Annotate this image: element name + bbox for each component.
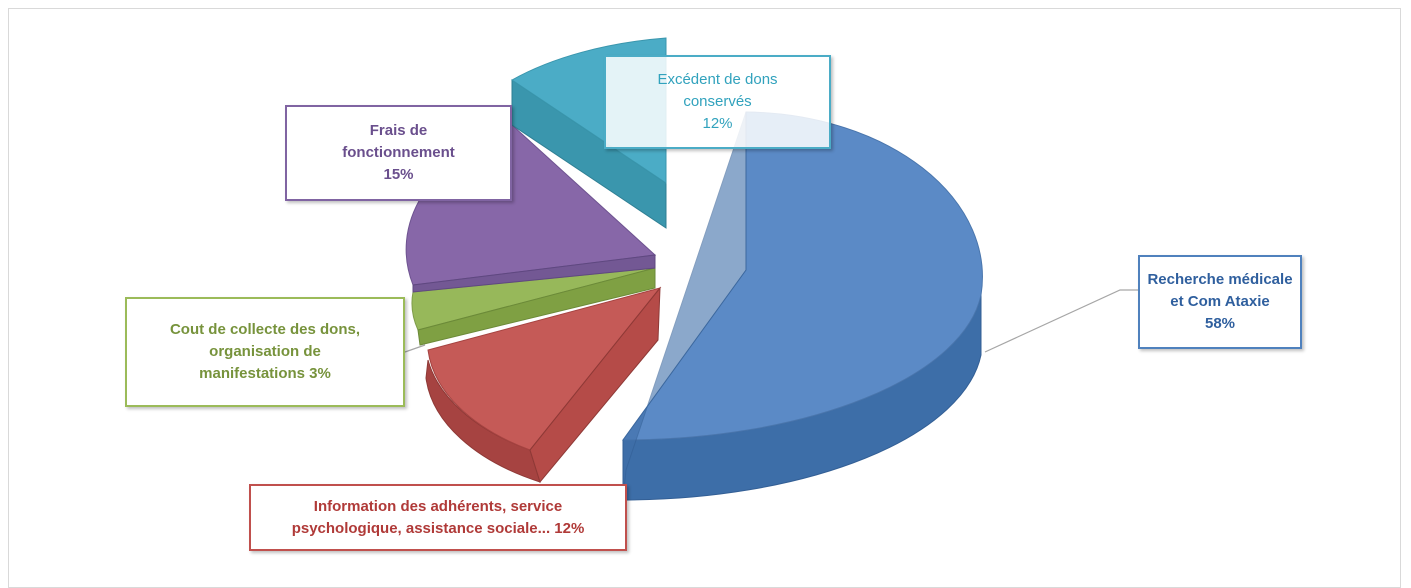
slice-information — [425, 286, 662, 484]
label-recherche-medicale: Recherche médicale et Com Ataxie 58% — [1138, 255, 1302, 349]
label-line: fonctionnement — [342, 144, 455, 161]
slice-top — [427, 287, 662, 451]
label-percent: 15% — [383, 166, 414, 183]
label-line: manifestations 3% — [199, 365, 331, 382]
label-line: Excédent de dons — [657, 71, 778, 88]
label-line: Recherche médicale — [1147, 271, 1293, 288]
label-information: Information des adhérents, service psych… — [249, 484, 627, 551]
label-cout-collecte: Cout de collecte des dons, organisation … — [125, 297, 405, 407]
label-frais-fonctionnement: Frais de fonctionnement 15% — [285, 105, 512, 201]
slice-recherche-medicale — [622, 111, 983, 501]
leader-line-cout — [404, 344, 426, 353]
label-line: Cout de collecte des dons, — [169, 321, 361, 338]
slice-side — [412, 254, 656, 293]
label-percent: 58% — [1204, 315, 1236, 332]
label-excedent: Excédent de dons conservés 12% — [604, 55, 831, 149]
label-percent: 12% — [702, 115, 733, 132]
slice-top — [622, 111, 983, 441]
label-line: psychologique, assistance sociale... 12% — [291, 519, 585, 537]
leader-line-recherche — [984, 289, 1138, 353]
label-line: Information des adhérents, service — [313, 497, 563, 515]
label-line: conservés — [683, 93, 752, 110]
label-line: et Com Ataxie — [1170, 293, 1270, 310]
label-line: organisation de — [209, 343, 321, 360]
slice-side — [417, 267, 656, 346]
label-line: Frais de — [369, 122, 428, 139]
slice-cut-face — [622, 111, 747, 501]
slice-cut-face — [529, 286, 661, 484]
